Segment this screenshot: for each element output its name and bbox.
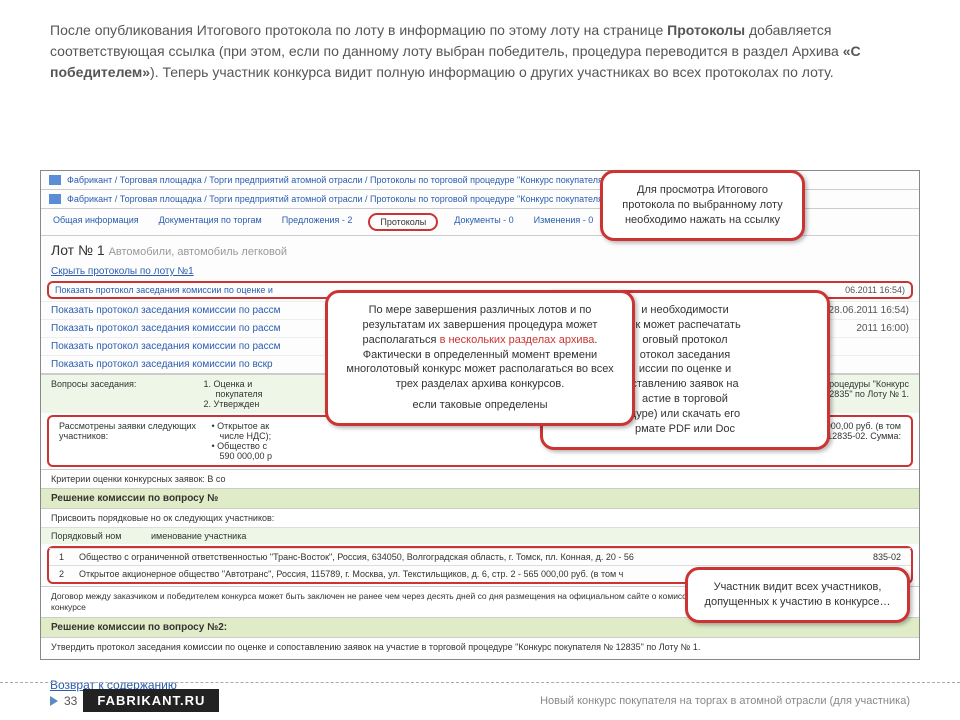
- list-item: 2. Утвержден: [204, 399, 263, 409]
- lot-number: Лот № 1: [51, 242, 105, 258]
- page-num-text: 33: [64, 694, 77, 708]
- balloon-text: если таковые определены: [342, 398, 618, 413]
- intro-bold: Протоколы: [667, 22, 745, 38]
- list-item: 1. Оценка и: [204, 379, 263, 389]
- callout-balloon: Для просмотра Итогового протокола по выб…: [600, 170, 805, 241]
- col-number: Порядковый ном: [51, 531, 151, 541]
- footer-text: Новый конкурс покупателя на торгах в ато…: [540, 695, 910, 707]
- decision-header: Решение комиссии по вопросу №: [41, 488, 919, 508]
- list-item: • Открытое ак: [212, 421, 273, 431]
- approve-text: Утвердить протокол заседания комиссии по…: [41, 637, 919, 656]
- table-row: 1 Общество с ограниченной ответственност…: [49, 548, 911, 565]
- order-text: Присвоить порядковые но ок следующих уча…: [41, 508, 919, 527]
- logo: FABRIKANT.RU: [83, 689, 219, 712]
- table-header: Порядковый ном именование участника: [41, 527, 919, 544]
- cell-number: 2: [59, 569, 79, 579]
- intro-text: ). Теперь участник конкурса видит полную…: [150, 64, 834, 80]
- tab-general[interactable]: Общая информация: [49, 213, 143, 231]
- cell-company: Общество с ограниченной ответственностью…: [79, 552, 873, 562]
- triangle-icon: [50, 696, 58, 706]
- window-icon: [49, 194, 61, 204]
- cell-end: 835-02: [873, 552, 901, 562]
- lot-desc: Автомобили, автомобиль легковой: [109, 246, 287, 258]
- protocol-link[interactable]: Показать протокол заседания комиссии по …: [51, 359, 273, 370]
- protocol-link[interactable]: Показать протокол заседания комиссии по …: [55, 285, 273, 295]
- list-item: покупателя: [204, 389, 263, 399]
- balloon-text: Для просмотра Итогового протокола по выб…: [622, 184, 782, 226]
- label: Рассмотрены заявки следующих участников:: [59, 421, 209, 441]
- hide-protocols-link[interactable]: Скрыть протоколы по лоту №1: [41, 264, 919, 279]
- criteria-row: Критерии оценки конкурсных заявок: В со: [41, 469, 919, 488]
- callout-balloon: По мере завершения различных лотов и по …: [325, 290, 635, 426]
- intro-paragraph: После опубликования Итогового протокола …: [0, 0, 960, 93]
- list-item: числе НДС);: [212, 431, 273, 441]
- tab-documents[interactable]: Документы - 0: [450, 213, 517, 231]
- protocol-link[interactable]: Показать протокол заседания комиссии по …: [51, 305, 280, 316]
- tab-changes[interactable]: Изменения - 0: [530, 213, 598, 231]
- col-name: именование участника: [151, 531, 909, 541]
- breadcrumb-text[interactable]: Фабрикант / Торговая площадка / Торги пр…: [67, 175, 646, 185]
- tab-protocols[interactable]: Протоколы: [368, 213, 438, 231]
- protocol-link[interactable]: Показать протокол заседания комиссии по …: [51, 323, 280, 334]
- window-icon: [49, 175, 61, 185]
- breadcrumb-text[interactable]: Фабрикант / Торговая площадка / Торги пр…: [67, 194, 615, 204]
- label: Вопросы заседания:: [51, 379, 201, 389]
- link-date: 06.2011 16:54): [845, 285, 905, 295]
- intro-text: После опубликования Итогового протокола …: [50, 22, 667, 38]
- list-item: 590 000,00 р: [212, 451, 273, 461]
- tab-docs[interactable]: Документация по торгам: [155, 213, 266, 231]
- page-number: 33 FABRIKANT.RU: [50, 689, 219, 712]
- tab-offers[interactable]: Предложения - 2: [278, 213, 357, 231]
- cell-number: 1: [59, 552, 79, 562]
- balloon-text-red: в нескольких разделах архива: [440, 334, 595, 346]
- callout-balloon: Участник видит всех участников, допущенн…: [685, 567, 910, 623]
- balloon-text: Участник видит всех участников, допущенн…: [705, 581, 891, 608]
- footer: 33 FABRIKANT.RU Новый конкурс покупателя…: [0, 682, 960, 720]
- link-date: 2011 16:00): [856, 323, 909, 334]
- list-item: • Общество с: [212, 441, 273, 451]
- protocol-link[interactable]: Показать протокол заседания комиссии по …: [51, 341, 280, 352]
